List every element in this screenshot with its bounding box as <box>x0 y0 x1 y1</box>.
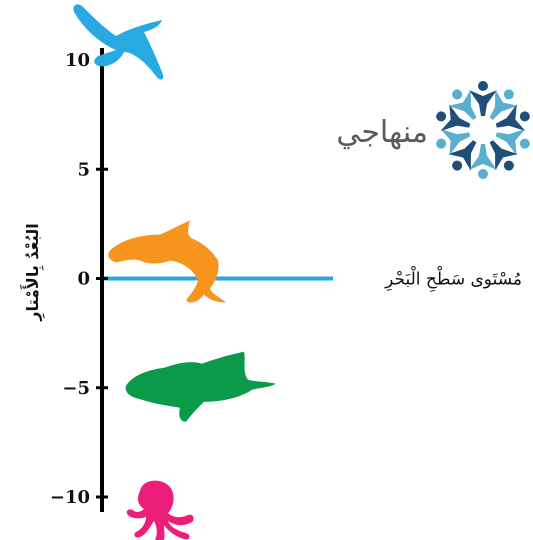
tick-label: 5 <box>77 159 90 180</box>
logo-figure <box>448 140 477 171</box>
tick-label: 10 <box>65 50 90 71</box>
tick-label: 0 <box>77 269 90 290</box>
sea-level-label: مُسْتَوى سَطْحِ الْبَحْرِ <box>384 266 522 293</box>
logo-figure <box>495 104 530 131</box>
shark-icon <box>125 351 277 422</box>
axis-ticks: 10 5 0 −5 −10 <box>50 50 108 508</box>
logo-figure <box>436 104 471 131</box>
logo-figure <box>448 89 477 120</box>
logo-figure <box>469 81 497 116</box>
logo-figure <box>489 89 518 120</box>
axis-title: البُعْدُ بِالأَمْتارِ <box>20 223 46 321</box>
logo-figure <box>495 129 530 156</box>
logo-text: منهاجي <box>336 115 428 150</box>
bird-icon <box>73 4 164 80</box>
logo-emblem <box>436 81 530 179</box>
octopus-icon <box>126 480 194 540</box>
logo-figure <box>489 140 518 171</box>
tick-label: −10 <box>50 487 90 508</box>
logo-figure <box>469 144 497 179</box>
dolphin-icon <box>108 220 226 303</box>
tick-label: −5 <box>62 378 90 399</box>
logo-figure <box>436 129 471 156</box>
manhaji-logo: منهاجي <box>336 81 530 179</box>
